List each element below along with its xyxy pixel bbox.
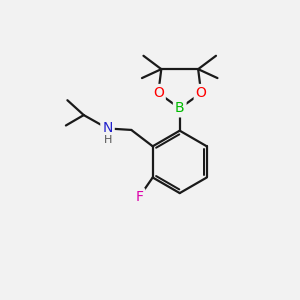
Text: B: B — [175, 101, 184, 116]
Text: N: N — [102, 122, 113, 136]
Text: F: F — [135, 190, 143, 204]
Text: O: O — [196, 86, 207, 100]
Text: H: H — [104, 135, 112, 145]
Text: O: O — [153, 86, 164, 100]
